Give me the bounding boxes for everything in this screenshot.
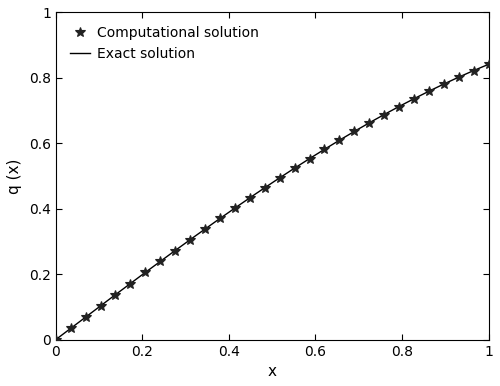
Exact solution [54, 336, 60, 341]
Exact solution [53, 337, 59, 342]
Computational solution [217, 216, 223, 221]
Exact solution [310, 154, 316, 159]
Computational solution [306, 156, 312, 161]
Line: Exact solution: Exact solution [56, 64, 488, 340]
Computational solution [247, 196, 253, 200]
Legend: Computational solution, Exact solution: Computational solution, Exact solution [62, 19, 266, 68]
Computational solution [142, 270, 148, 275]
Y-axis label: q (x): q (x) [7, 158, 22, 194]
Computational solution [232, 206, 238, 210]
Exact solution [418, 93, 424, 98]
Computational solution [486, 62, 492, 67]
Exact solution [445, 80, 451, 85]
Computational solution [396, 104, 402, 109]
Computational solution [470, 68, 476, 73]
Computational solution [262, 185, 268, 190]
Computational solution [202, 227, 208, 231]
X-axis label: x: x [268, 364, 276, 379]
Exact solution [309, 155, 315, 159]
Computational solution [322, 147, 328, 152]
Computational solution [292, 166, 298, 171]
Computational solution [112, 292, 118, 297]
Exact solution [318, 149, 324, 154]
Computational solution [366, 120, 372, 125]
Computational solution [172, 248, 178, 253]
Computational solution [352, 129, 358, 134]
Computational solution [68, 326, 73, 331]
Computational solution [336, 138, 342, 142]
Exact solution [486, 62, 492, 67]
Computational solution [53, 337, 59, 342]
Computational solution [128, 281, 134, 286]
Computational solution [381, 112, 387, 117]
Line: Computational solution: Computational solution [51, 59, 494, 344]
Computational solution [98, 303, 103, 308]
Computational solution [82, 315, 88, 319]
Computational solution [441, 82, 447, 86]
Computational solution [411, 96, 417, 101]
Computational solution [456, 75, 462, 80]
Computational solution [187, 237, 193, 242]
Computational solution [276, 176, 282, 180]
Computational solution [157, 259, 163, 264]
Computational solution [426, 89, 432, 93]
